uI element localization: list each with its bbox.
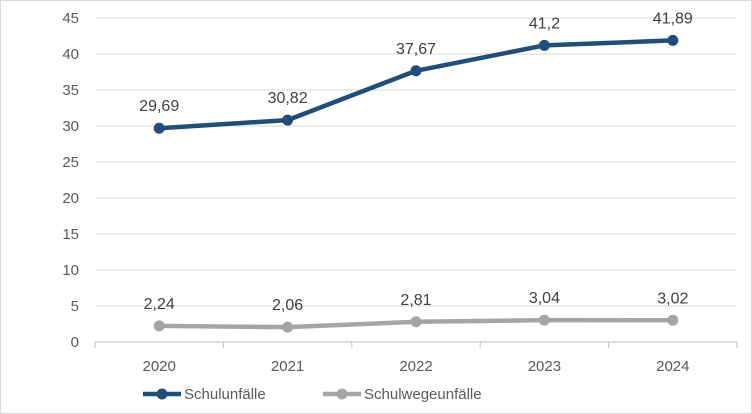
legend: Schulunfälle Schulwegeunfälle <box>143 386 482 403</box>
gridlines <box>95 17 737 307</box>
data-label: 41,89 <box>653 10 693 27</box>
x-tick-label: 2024 <box>656 358 689 375</box>
data-point <box>410 65 422 77</box>
legend-marker <box>336 388 348 400</box>
data-label: 30,82 <box>268 90 308 107</box>
y-tick-label: 45 <box>62 10 79 27</box>
legend-marker <box>156 388 168 400</box>
data-point <box>538 314 550 326</box>
y-tick-label: 15 <box>62 226 79 243</box>
data-label: 29,69 <box>139 98 179 115</box>
data-point <box>153 122 165 134</box>
data-point <box>667 314 679 326</box>
data-label: 37,67 <box>396 41 436 58</box>
data-label: 2,24 <box>144 296 175 313</box>
data-point <box>538 39 550 51</box>
data-labels: 29,69 30,82 37,67 41,2 41,89 2,24 2,06 2,81 3,04… <box>139 10 693 314</box>
y-tick-label: 40 <box>62 46 79 63</box>
legend-label: Schulunfälle <box>184 386 266 403</box>
data-label: 2,06 <box>272 297 303 314</box>
y-tick-label: 0 <box>71 334 79 351</box>
data-point <box>282 321 294 333</box>
x-tick-label: 2023 <box>528 358 561 375</box>
y-tick-label: 5 <box>71 298 79 315</box>
data-label: 3,04 <box>529 290 560 307</box>
data-point <box>410 316 422 328</box>
series <box>153 34 679 333</box>
data-label: 3,02 <box>657 290 688 307</box>
x-tick-label: 2021 <box>271 358 304 375</box>
y-tick-label: 30 <box>62 118 79 135</box>
y-tick-label: 10 <box>62 262 79 279</box>
x-tick-label: 2020 <box>143 358 176 375</box>
x-tick-label: 2022 <box>399 358 432 375</box>
data-point <box>667 34 679 46</box>
y-tick-label: 25 <box>62 154 79 171</box>
data-label: 2,81 <box>400 292 431 309</box>
data-point <box>282 114 294 126</box>
axes: 0 5 10 15 20 25 30 35 40 45 2020 2021 2022 2023 2024 <box>62 10 738 375</box>
data-label: 41,2 <box>529 15 560 32</box>
legend-label: Schulwegeunfälle <box>364 386 482 403</box>
data-point <box>153 320 165 332</box>
y-tick-label: 20 <box>62 190 79 207</box>
y-tick-label: 35 <box>62 82 79 99</box>
